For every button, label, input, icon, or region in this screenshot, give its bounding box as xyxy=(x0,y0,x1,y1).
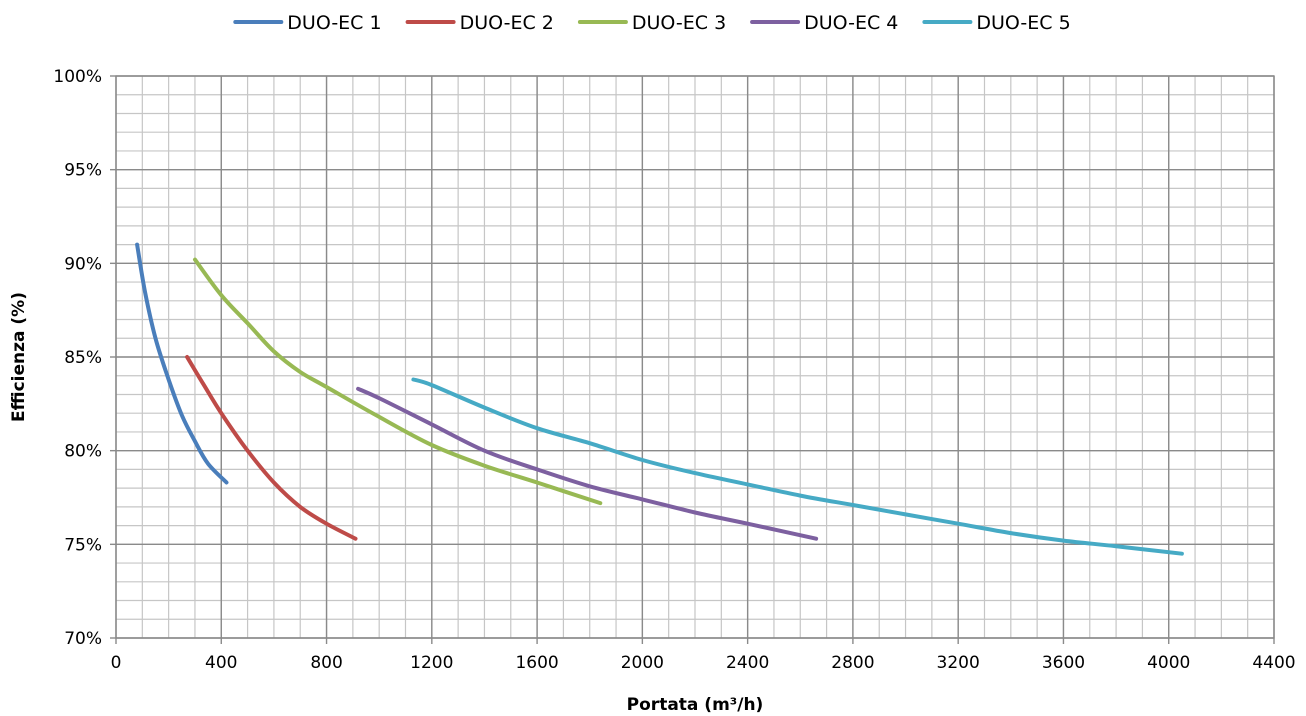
series-line-duo-ec-1 xyxy=(135,242,229,485)
y-tick-label: 100% xyxy=(53,67,102,87)
x-tick-label: 2000 xyxy=(621,653,664,673)
legend-item-duo-ec-1: DUO-EC 1 xyxy=(233,12,382,34)
y-tick-label: 75% xyxy=(64,535,102,555)
y-tick-label: 80% xyxy=(64,442,102,462)
x-tick-label: 0 xyxy=(111,653,122,673)
series-line-duo-ec-4 xyxy=(356,386,819,541)
series-lines xyxy=(135,242,1184,556)
x-tick-label: 4000 xyxy=(1147,653,1190,673)
series-line-duo-ec-5 xyxy=(411,377,1184,556)
x-tick-label: 3200 xyxy=(937,653,980,673)
x-tick-label: 400 xyxy=(205,653,237,673)
legend-label: DUO-EC 4 xyxy=(804,12,898,34)
x-tick-label: 3600 xyxy=(1042,653,1085,673)
x-tick-label: 1200 xyxy=(410,653,453,673)
legend-item-duo-ec-4: DUO-EC 4 xyxy=(750,12,898,34)
legend: DUO-EC 1 DUO-EC 2 DUO-EC 3 DUO-EC 4 DUO-EC 5 xyxy=(233,12,1071,34)
y-tick-label: 95% xyxy=(64,161,102,181)
y-axis-title: Efficienza (%) xyxy=(9,292,29,422)
legend-item-duo-ec-5: DUO-EC 5 xyxy=(922,12,1071,34)
x-tick-label: 2400 xyxy=(726,653,769,673)
x-tick-label: 4400 xyxy=(1252,653,1295,673)
legend-label: DUO-EC 3 xyxy=(632,12,726,34)
legend-label: DUO-EC 5 xyxy=(976,12,1070,34)
x-tick-label: 2800 xyxy=(831,653,874,673)
series-line-duo-ec-2 xyxy=(185,355,358,541)
legend-label: DUO-EC 2 xyxy=(460,12,554,34)
y-tick-label: 70% xyxy=(64,629,102,649)
x-tick-label: 800 xyxy=(310,653,342,673)
legend-item-duo-ec-3: DUO-EC 3 xyxy=(577,12,726,34)
x-tick-label: 1600 xyxy=(515,653,558,673)
x-axis-title: Portata (m³/h) xyxy=(627,695,764,715)
axis-ticks: 0 400 800 1200 1600 2000 2400 2800 3200 3600 4000 4… xyxy=(53,67,1295,673)
y-tick-label: 90% xyxy=(64,254,102,274)
series-line-duo-ec-3 xyxy=(193,257,603,506)
legend-label: DUO-EC 1 xyxy=(287,12,381,34)
y-tick-label: 85% xyxy=(64,348,102,368)
legend-item-duo-ec-2: DUO-EC 2 xyxy=(405,12,554,34)
